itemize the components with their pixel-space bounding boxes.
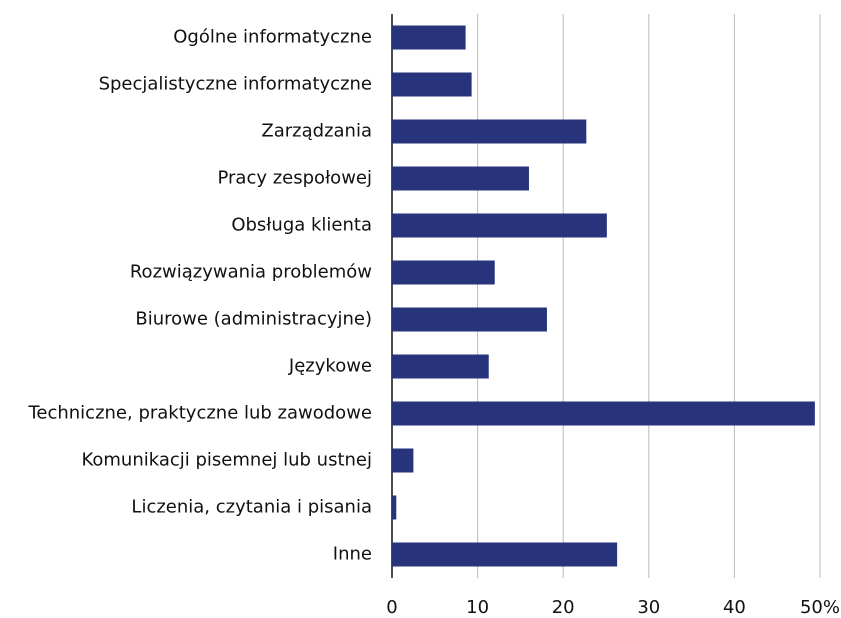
y-tick-label: Zarządzania (261, 121, 372, 142)
x-tick-label: 50% (800, 597, 840, 618)
bar (392, 354, 489, 379)
x-tick-label: 40 (723, 597, 746, 618)
bar (392, 307, 547, 332)
y-tick-label: Biurowe (administracyjne) (135, 309, 372, 330)
bar (392, 542, 618, 567)
y-tick-label: Inne (333, 544, 372, 565)
bar (392, 448, 414, 473)
y-tick-label: Pracy zespołowej (217, 168, 372, 189)
y-tick-label: Liczenia, czytania i pisania (131, 497, 372, 518)
bar (392, 401, 815, 426)
bar (392, 260, 495, 285)
y-tick-label: Komunikacji pisemnej lub ustnej (81, 450, 372, 471)
y-tick-label: Specjalistyczne informatyczne (99, 74, 372, 95)
x-tick-label: 30 (637, 597, 660, 618)
y-tick-label: Językowe (288, 356, 372, 377)
bar (392, 166, 529, 191)
x-tick-label: 0 (386, 597, 397, 618)
bar (392, 213, 607, 238)
bar (392, 119, 587, 144)
bar (392, 72, 472, 97)
x-tick-label: 20 (552, 597, 575, 618)
y-tick-label: Rozwiązywania problemów (130, 262, 372, 283)
y-tick-label: Obsługa klienta (231, 215, 372, 236)
x-tick-label: 10 (466, 597, 489, 618)
bar (392, 495, 397, 520)
y-tick-label: Techniczne, praktyczne lub zawodowe (27, 403, 372, 424)
bar (392, 25, 466, 50)
y-tick-label: Ogólne informatyczne (173, 27, 372, 48)
